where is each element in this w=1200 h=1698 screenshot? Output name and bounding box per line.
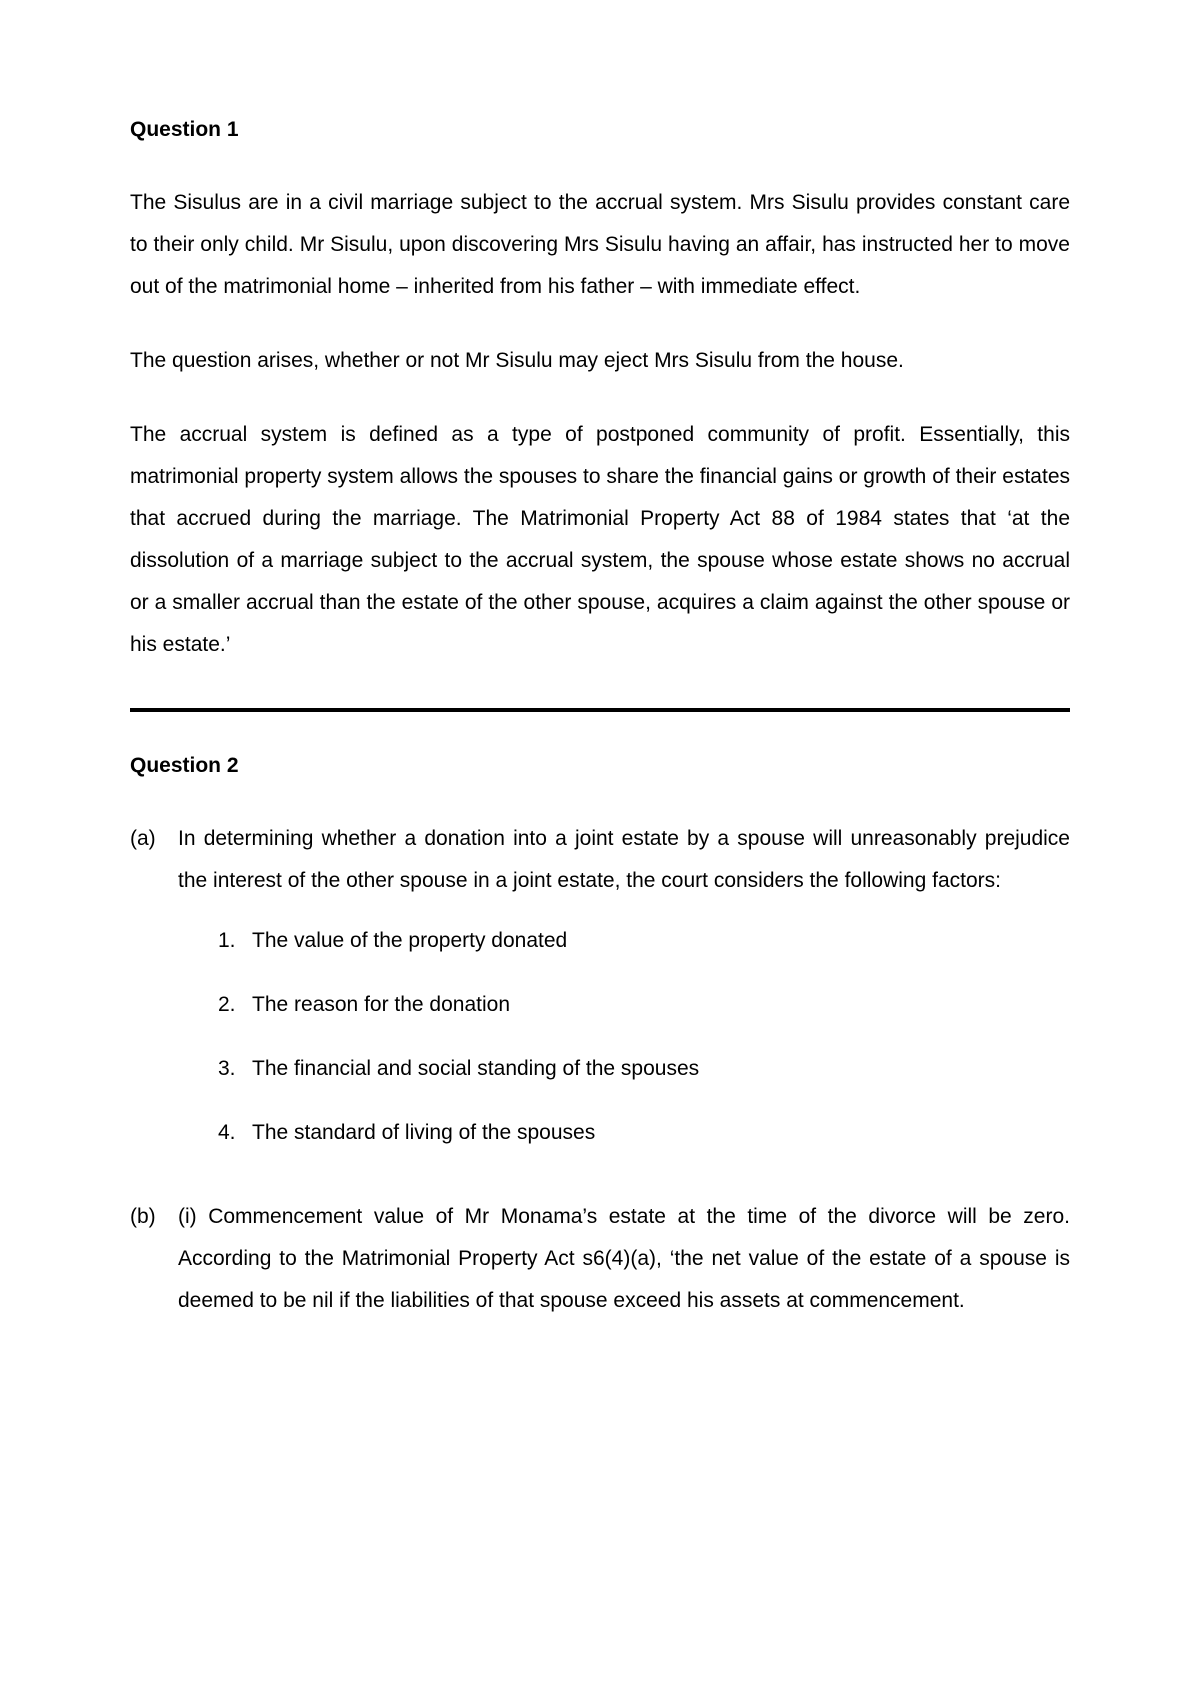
q1-paragraph-1: The Sisulus are in a civil marriage subj… bbox=[130, 182, 1070, 308]
question-2-heading: Question 2 bbox=[130, 754, 1070, 778]
factor-text: The financial and social standing of the… bbox=[252, 1048, 1070, 1090]
section-divider bbox=[130, 708, 1070, 712]
num-marker: 1. bbox=[218, 920, 252, 962]
num-marker: 2. bbox=[218, 984, 252, 1026]
q2b-marker: (b) bbox=[130, 1196, 178, 1322]
num-marker: 4. bbox=[218, 1112, 252, 1154]
q2-part-a: (a) In determining whether a donation in… bbox=[130, 818, 1070, 1176]
q1-paragraph-3: The accrual system is defined as a type … bbox=[130, 414, 1070, 666]
list-item: 1. The value of the property donated bbox=[218, 920, 1070, 962]
list-item: 2. The reason for the donation bbox=[218, 984, 1070, 1026]
list-item: 4. The standard of living of the spouses bbox=[218, 1112, 1070, 1154]
q2b-text: (i) Commencement value of Mr Monama’s es… bbox=[178, 1196, 1070, 1322]
factor-text: The standard of living of the spouses bbox=[252, 1112, 1070, 1154]
list-item: 3. The financial and social standing of … bbox=[218, 1048, 1070, 1090]
q2a-factor-list: 1. The value of the property donated 2. … bbox=[178, 920, 1070, 1154]
factor-text: The value of the property donated bbox=[252, 920, 1070, 962]
factor-text: The reason for the donation bbox=[252, 984, 1070, 1026]
q2-part-b: (b) (i) Commencement value of Mr Monama’… bbox=[130, 1196, 1070, 1322]
question-2-section: Question 2 (a) In determining whether a … bbox=[130, 754, 1070, 1322]
q1-paragraph-2: The question arises, whether or not Mr S… bbox=[130, 340, 1070, 382]
q2a-body: In determining whether a donation into a… bbox=[178, 818, 1070, 1176]
num-marker: 3. bbox=[218, 1048, 252, 1090]
q2a-marker: (a) bbox=[130, 818, 178, 1176]
q2a-intro: In determining whether a donation into a… bbox=[178, 827, 1070, 892]
question-1-section: Question 1 The Sisulus are in a civil ma… bbox=[130, 118, 1070, 666]
question-1-heading: Question 1 bbox=[130, 118, 1070, 142]
